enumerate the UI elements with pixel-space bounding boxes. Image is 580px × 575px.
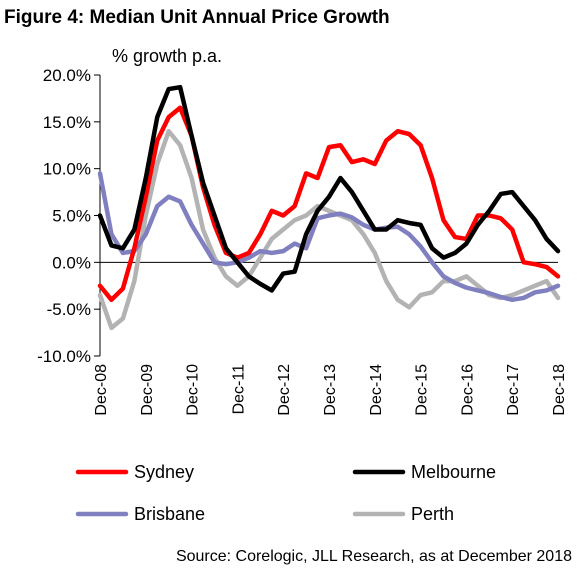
x-tick-label: Dec-11	[230, 364, 247, 414]
x-tick-label: Dec-17	[505, 364, 522, 416]
axes: -10.0% -5.0% 0.0% 5.0% 10.0% 15.0% 20.0% Dec-08…	[37, 66, 568, 416]
y-tick-label: -10.0%	[37, 347, 91, 366]
legend-label-melbourne: Melbourne	[411, 462, 496, 482]
x-tick-label: Dec-15	[414, 364, 431, 416]
y-tick-label: 5.0%	[52, 207, 91, 226]
x-tick-label: Dec-09	[139, 364, 156, 416]
series-line-sydney	[97, 105, 561, 303]
y-tick-label: 0.0%	[52, 253, 91, 272]
x-tick-label: Dec-08	[93, 364, 110, 416]
x-tick-label: Dec-13	[322, 364, 339, 416]
y-axis-label: % growth p.a.	[112, 46, 222, 66]
x-tick-label: Dec-10	[185, 364, 202, 416]
legend-label-brisbane: Brisbane	[134, 504, 205, 524]
y-tick-label: 15.0%	[43, 113, 91, 132]
legend: Sydney Melbourne Brisbane Perth	[75, 462, 496, 524]
legend-label-perth: Perth	[411, 504, 454, 524]
y-tick-label: 10.0%	[43, 160, 91, 179]
x-tick-label: Dec-14	[368, 364, 385, 416]
series-line-perth	[97, 128, 561, 331]
legend-label-sydney: Sydney	[134, 462, 194, 482]
source-note: Source: Corelogic, JLL Research, as at D…	[176, 548, 572, 565]
series-line-brisbane	[97, 171, 561, 303]
chart-title: Figure 4: Median Unit Annual Price Growt…	[4, 7, 390, 28]
x-tick-label: Dec-12	[276, 364, 293, 416]
x-tick-label: Dec-18	[551, 364, 568, 416]
series-layer	[97, 84, 561, 331]
y-tick-label: 20.0%	[43, 66, 91, 85]
y-tick-label: -5.0%	[47, 300, 91, 319]
series-line-melbourne	[97, 84, 561, 293]
x-tick-label: Dec-16	[459, 364, 476, 416]
